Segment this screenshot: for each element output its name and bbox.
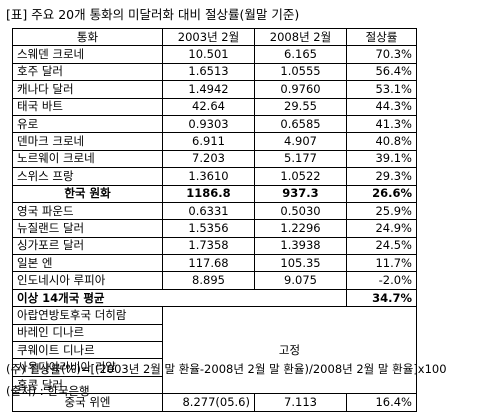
rate-2008-cell: 6.165 xyxy=(254,45,347,64)
rate-2008-cell: 1.2296 xyxy=(254,219,347,238)
rate-2003-cell: 8.277(05.6) xyxy=(162,393,255,412)
table-row: 한국 원화 1186.8 937.3 26.6% xyxy=(12,184,417,203)
rate-2008-cell: 7.113 xyxy=(254,393,347,412)
appreciation-cell: 25.9% xyxy=(346,201,417,221)
average-row: 이상 14개국 평균 34.7% xyxy=(12,288,417,308)
currency-name-cell: 덴마크 크로네 xyxy=(12,132,163,151)
header-2003: 2003년 2월 xyxy=(162,27,255,47)
rate-2003-cell: 1186.8 xyxy=(162,184,255,203)
appreciation-cell: 11.7% xyxy=(346,254,417,273)
table-title: [표] 주요 20개 통화의 미달러화 대비 절상률(월말 기준) xyxy=(6,7,300,22)
rate-2008-cell: 105.35 xyxy=(254,254,347,273)
currency-name-cell: 노르웨이 크로네 xyxy=(12,149,163,169)
rate-2008-cell: 9.075 xyxy=(254,271,347,290)
currency-name-cell: 캐나다 달러 xyxy=(12,80,163,99)
appreciation-cell: 39.1% xyxy=(346,149,417,169)
table-row: 일본 엔 117.68 105.35 11.7% xyxy=(12,254,417,273)
rate-2008-cell: 937.3 xyxy=(254,184,347,203)
currency-name-cell: 일본 엔 xyxy=(12,254,163,273)
fixed-currency-row: 아랍연방토후국 더히람 고정 xyxy=(12,306,417,395)
rate-2003-cell: 1.4942 xyxy=(162,80,255,99)
rate-2003-cell: 7.203 xyxy=(162,149,255,169)
appreciation-cell: 56.4% xyxy=(346,62,417,82)
appreciation-cell: 70.3% xyxy=(346,45,417,64)
table-row: 태국 바트 42.64 29.55 44.3% xyxy=(12,97,417,116)
appreciation-cell: 16.4% xyxy=(346,393,417,412)
currency-name-cell: 호주 달러 xyxy=(12,62,163,82)
currency-name-cell: 영국 파운드 xyxy=(12,201,163,221)
appreciation-cell: -2.0% xyxy=(346,271,417,290)
currency-name-cell: 아랍연방토후국 더히람 xyxy=(12,306,163,325)
currency-name-cell: 뉴질랜드 달러 xyxy=(12,219,163,238)
currency-name-cell: 태국 바트 xyxy=(12,97,163,116)
table-row: 노르웨이 크로네 7.203 5.177 39.1% xyxy=(12,149,417,169)
table-row: 유로 0.9303 0.6585 41.3% xyxy=(12,114,417,134)
table-row: 캐나다 달러 1.4942 0.9760 53.1% xyxy=(12,80,417,99)
fixed-peg-cell: 고정 xyxy=(162,306,417,395)
appreciation-cell: 41.3% xyxy=(346,114,417,134)
appreciation-cell: 29.3% xyxy=(346,167,417,186)
appreciation-cell: 44.3% xyxy=(346,97,417,116)
rate-2008-cell: 1.0522 xyxy=(254,167,347,186)
formula-note: (주) 절상률(%)=[(2003년 2월 말 환율-2008년 2월 말 환율… xyxy=(6,362,447,376)
rate-2003-cell: 42.64 xyxy=(162,97,255,116)
appreciation-cell: 53.1% xyxy=(346,80,417,99)
rate-2003-cell: 1.6513 xyxy=(162,62,255,82)
currency-name-cell: 바레인 디나르 xyxy=(12,323,163,343)
table-row: 스위스 프랑 1.3610 1.0522 29.3% xyxy=(12,167,417,186)
rate-2008-cell: 1.3938 xyxy=(254,236,347,256)
currency-name-cell: 스웨덴 크로네 xyxy=(12,45,163,64)
currency-appreciation-table: 통화 2003년 2월 2008년 2월 절상률 스웨덴 크로네 10.501 6.… xyxy=(12,27,417,412)
appreciation-cell: 40.8% xyxy=(346,132,417,151)
currency-name-cell: 인도네시아 루피아 xyxy=(12,271,163,290)
currency-name-cell: 싱가포르 달러 xyxy=(12,236,163,256)
average-rate: 34.7% xyxy=(346,288,417,308)
rate-2008-cell: 0.5030 xyxy=(254,201,347,221)
rate-2003-cell: 0.9303 xyxy=(162,114,255,134)
currency-name-cell: 한국 원화 xyxy=(12,184,163,203)
rate-2003-cell: 1.7358 xyxy=(162,236,255,256)
average-label: 이상 14개국 평균 xyxy=(12,288,347,308)
rate-2008-cell: 5.177 xyxy=(254,149,347,169)
table-row: 싱가포르 달러 1.7358 1.3938 24.5% xyxy=(12,236,417,256)
rate-2008-cell: 0.6585 xyxy=(254,114,347,134)
currency-name-cell: 유로 xyxy=(12,114,163,134)
rate-2003-cell: 0.6331 xyxy=(162,201,255,221)
appreciation-cell: 24.9% xyxy=(346,219,417,238)
rate-2003-cell: 6.911 xyxy=(162,132,255,151)
header-2008: 2008년 2월 xyxy=(254,27,347,47)
table-row: 호주 달러 1.6513 1.0555 56.4% xyxy=(12,62,417,82)
rate-2003-cell: 1.3610 xyxy=(162,167,255,186)
rate-2003-cell: 117.68 xyxy=(162,254,255,273)
rate-2008-cell: 29.55 xyxy=(254,97,347,116)
rate-2008-cell: 4.907 xyxy=(254,132,347,151)
rate-2003-cell: 1.5356 xyxy=(162,219,255,238)
rate-2008-cell: 1.0555 xyxy=(254,62,347,82)
rate-2008-cell: 0.9760 xyxy=(254,80,347,99)
rate-2003-cell: 8.895 xyxy=(162,271,255,290)
currency-name-cell: 스위스 프랑 xyxy=(12,167,163,186)
source-note: (출처) : 한국은행 xyxy=(6,384,90,398)
header-currency: 통화 xyxy=(12,27,163,47)
appreciation-cell: 26.6% xyxy=(346,184,417,203)
table-header-row: 통화 2003년 2월 2008년 2월 절상률 xyxy=(12,27,417,47)
appreciation-cell: 24.5% xyxy=(346,236,417,256)
currency-name-cell: 쿠웨이트 디나르 xyxy=(12,341,163,360)
table-row: 덴마크 크로네 6.911 4.907 40.8% xyxy=(12,132,417,151)
table-row: 스웨덴 크로네 10.501 6.165 70.3% xyxy=(12,45,417,64)
table-row: 인도네시아 루피아 8.895 9.075 -2.0% xyxy=(12,271,417,290)
table-row: 영국 파운드 0.6331 0.5030 25.9% xyxy=(12,201,417,221)
header-rate: 절상률 xyxy=(346,27,417,47)
table-row: 뉴질랜드 달러 1.5356 1.2296 24.9% xyxy=(12,219,417,238)
rate-2003-cell: 10.501 xyxy=(162,45,255,64)
